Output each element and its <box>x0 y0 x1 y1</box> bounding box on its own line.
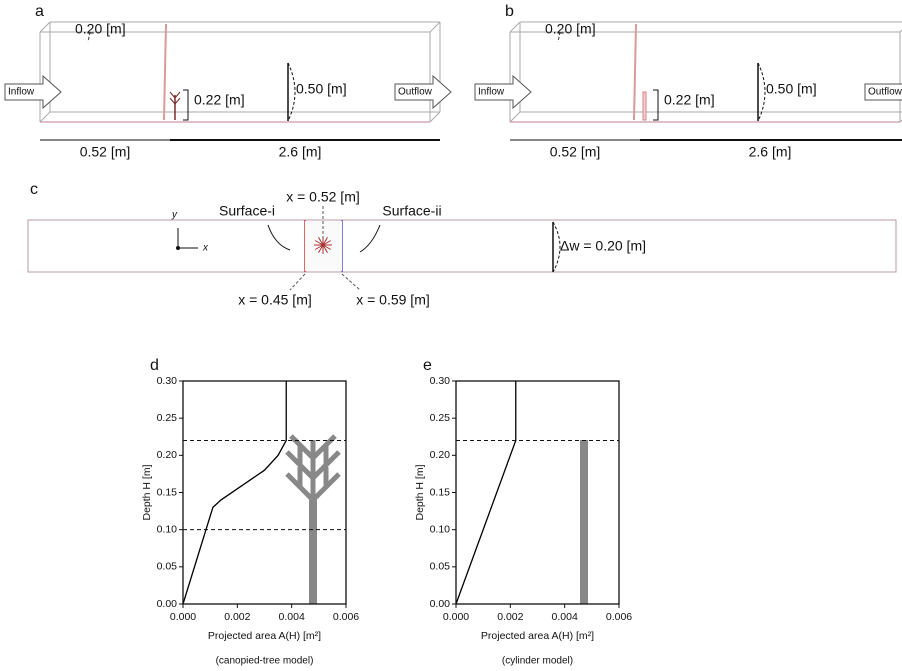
line <box>322 244 328 254</box>
caption: (cylinder model) <box>502 656 573 667</box>
panel-label: e <box>423 357 432 374</box>
height-bracket <box>183 89 189 121</box>
dim-arc <box>757 62 766 122</box>
flow-arrow <box>474 74 532 110</box>
x-tick-label: 0.004 <box>552 611 578 623</box>
flow-label: Inflow <box>478 87 505 98</box>
line <box>314 244 324 250</box>
axis-symbol: x <box>202 243 209 254</box>
dimension-label: 0.20 [m] <box>545 21 596 37</box>
dimension-label: 0.52 [m] <box>80 144 131 160</box>
dimension-label: 0.52 [m] <box>550 144 601 160</box>
cylinder-illustration <box>580 440 588 604</box>
caption: (canopied-tree model) <box>216 656 314 667</box>
x-tick-label: 0.002 <box>224 611 250 623</box>
annotation: Surface-i <box>219 203 275 219</box>
x-axis-label: Projected area A(H) [m²] <box>208 630 321 642</box>
dimension-label: 0.20 [m] <box>75 21 126 37</box>
line <box>322 240 332 246</box>
y-tick-label: 0.05 <box>430 561 451 573</box>
dim-arc <box>552 221 561 273</box>
line <box>322 236 328 246</box>
y-tick-label: 0.25 <box>430 412 451 424</box>
flow-arrow <box>864 83 902 101</box>
y-tick-label: 0.25 <box>157 412 178 424</box>
axis-symbol: y <box>171 210 178 221</box>
pointer <box>359 224 381 253</box>
height-bracket <box>653 89 659 121</box>
dimension-label: 0.50 [m] <box>296 81 347 97</box>
pointer <box>267 224 291 251</box>
annotation: x = 0.52 [m] <box>286 189 360 205</box>
line <box>633 23 637 121</box>
x-tick-label: 0.006 <box>333 611 359 623</box>
x-tick-label: 0.000 <box>170 611 196 623</box>
line <box>39 21 51 33</box>
y-tick-label: 0.30 <box>430 375 451 387</box>
panel-label: a <box>35 3 44 20</box>
flow-arrow <box>4 74 62 110</box>
line <box>429 111 441 123</box>
flow-label: Outflow <box>398 87 433 98</box>
flow-arrow <box>394 74 452 110</box>
y-axis-label: Depth H [m] <box>141 464 153 520</box>
annotation: Surface-ii <box>382 203 441 219</box>
y-tick-label: 0.00 <box>157 598 178 610</box>
dimension-label: 0.50 [m] <box>766 81 817 97</box>
y-tick-label: 0.20 <box>157 449 178 461</box>
line <box>509 111 521 123</box>
line <box>318 236 324 246</box>
line <box>318 244 324 254</box>
area-curve <box>182 381 287 605</box>
flow-label: Inflow <box>8 87 35 98</box>
x-tick-label: 0.000 <box>443 611 469 623</box>
x-tick-label: 0.006 <box>606 611 632 623</box>
plot-frame <box>455 380 620 605</box>
line <box>314 240 324 246</box>
dimension-label: 0.22 [m] <box>194 92 245 108</box>
x-tick-label: 0.002 <box>497 611 523 623</box>
dimension-label: 2.6 [m] <box>749 144 792 160</box>
line <box>39 111 51 123</box>
y-tick-label: 0.30 <box>157 375 178 387</box>
y-tick-label: 0.00 <box>430 598 451 610</box>
dimension-label: 2.6 [m] <box>279 144 322 160</box>
line <box>289 273 306 291</box>
y-tick-label: 0.15 <box>157 486 178 498</box>
area-curve <box>455 381 517 605</box>
y-tick-label: 0.10 <box>430 523 451 535</box>
x-axis-label: Projected area A(H) [m²] <box>481 630 594 642</box>
panel-label: c <box>30 181 38 198</box>
line <box>163 23 167 121</box>
line <box>322 244 332 250</box>
annotation: Δw = 0.20 [m] <box>560 238 646 254</box>
dim-arc <box>287 62 296 122</box>
flow-label: Outflow <box>868 87 902 98</box>
origin-dot <box>176 246 180 250</box>
line <box>87 31 91 43</box>
line <box>429 21 441 33</box>
canopy-illustration <box>285 434 341 502</box>
channel-top-view <box>27 219 897 273</box>
y-tick-label: 0.05 <box>157 561 178 573</box>
panel-label: b <box>505 3 514 20</box>
trunk-illustration <box>309 500 317 604</box>
y-tick-label: 0.15 <box>430 486 451 498</box>
line <box>341 273 361 291</box>
tree-model <box>169 91 181 105</box>
y-axis-label: Depth H [m] <box>414 464 426 520</box>
dimension-label: 0.22 [m] <box>664 92 715 108</box>
line <box>557 31 561 43</box>
annotation: x = 0.45 [m] <box>238 292 312 308</box>
cylinder-model <box>642 91 647 121</box>
y-tick-label: 0.20 <box>430 449 451 461</box>
annotation: x = 0.59 [m] <box>356 292 430 308</box>
panel-label: d <box>150 357 159 374</box>
y-tick-label: 0.10 <box>157 523 178 535</box>
line <box>509 21 521 33</box>
x-tick-label: 0.004 <box>279 611 305 623</box>
